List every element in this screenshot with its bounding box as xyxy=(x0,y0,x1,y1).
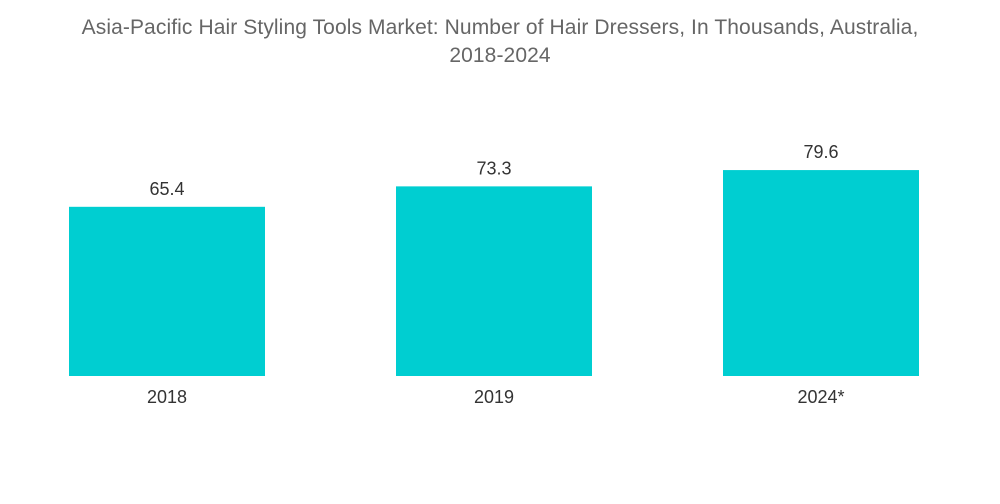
bar-2018 xyxy=(69,206,265,376)
x-tick-label-2019: 2019 xyxy=(474,387,514,407)
bar-2019 xyxy=(396,186,592,376)
chart-title-line-1: Asia-Pacific Hair Styling Tools Market: … xyxy=(81,16,919,39)
data-label-2024: 79.6 xyxy=(803,142,838,162)
x-tick-label-2024: 2024* xyxy=(797,387,844,407)
data-label-2018: 65.4 xyxy=(149,179,184,199)
data-label-2019: 73.3 xyxy=(476,158,511,178)
chart-title-line-2: 2018-2024 xyxy=(449,44,551,67)
x-tick-label-2018: 2018 xyxy=(147,387,187,407)
bar-2024 xyxy=(723,170,919,376)
chart-title: Asia-Pacific Hair Styling Tools Market: … xyxy=(0,14,1000,70)
